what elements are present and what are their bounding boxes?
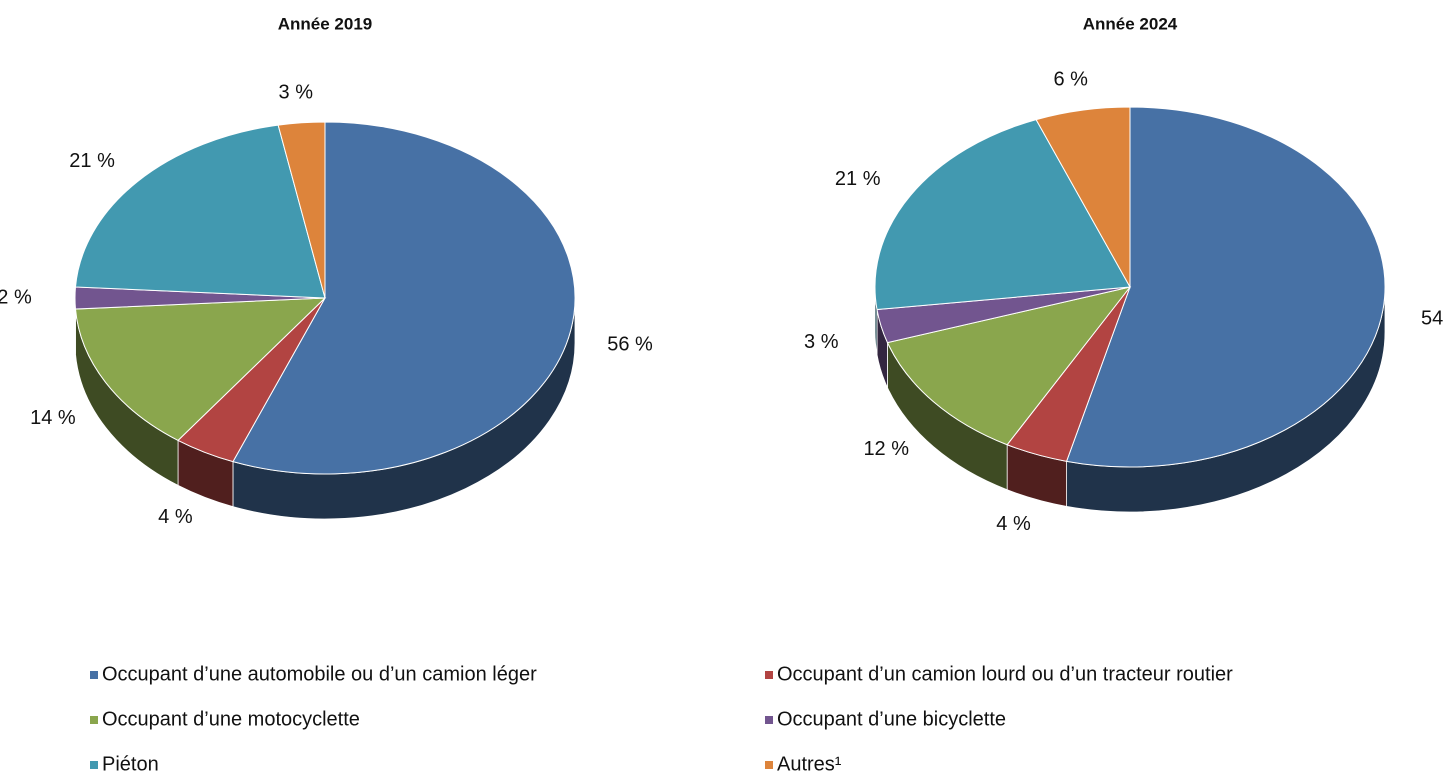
slice (1035, 106, 1131, 289)
legend-swatch (90, 716, 98, 724)
legend-label: Piéton (102, 753, 159, 775)
legend-swatch (90, 761, 98, 769)
data-label: 54 % (1421, 307, 1444, 329)
legend-swatch (90, 671, 98, 679)
legend-label: Occupant d’un camion lourd ou d’un tract… (777, 663, 1233, 685)
chart-title: Année 2024 (1083, 14, 1178, 33)
legend-swatch (765, 716, 773, 724)
legend-swatch (765, 761, 773, 769)
chart-title: Année 2019 (278, 14, 373, 33)
legend-label: Occupant d’une automobile ou d’un camion… (102, 663, 537, 685)
legend-swatch (765, 671, 773, 679)
data-label: 12 % (863, 438, 909, 460)
data-label: 56 % (607, 333, 653, 355)
slice (277, 121, 326, 299)
data-label: 6 % (1053, 68, 1088, 90)
slice (886, 286, 1132, 446)
legend-label: Autres¹ (777, 753, 842, 775)
slice (74, 124, 326, 299)
data-label: 2 % (0, 286, 32, 308)
slice (232, 121, 576, 475)
slice (874, 119, 1131, 311)
slice (1065, 106, 1386, 468)
data-label: 4 % (996, 513, 1031, 535)
legend-label: Occupant d’une bicyclette (777, 708, 1006, 730)
data-label: 4 % (158, 506, 193, 528)
data-label: 21 % (835, 168, 881, 190)
data-label: 3 % (804, 331, 839, 353)
legend-label: Occupant d’une motocyclette (102, 708, 360, 730)
slice (74, 297, 327, 441)
data-label: 14 % (30, 407, 76, 429)
data-label: 21 % (69, 150, 115, 172)
data-label: 3 % (279, 81, 314, 103)
